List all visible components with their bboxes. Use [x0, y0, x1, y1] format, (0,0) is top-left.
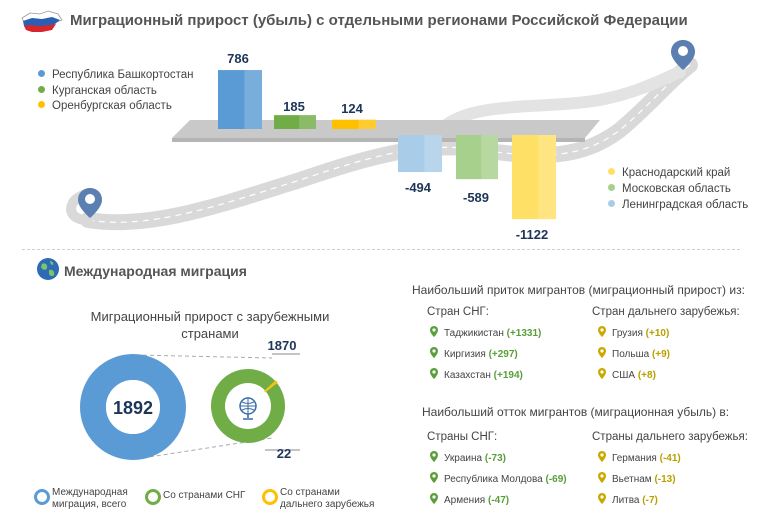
- map-marker-icon: [430, 326, 438, 337]
- country-name: Армения: [444, 495, 486, 506]
- outflow-cis-item: Республика Молдова (-69): [430, 472, 567, 485]
- inflow-far-item: Грузия (+10): [598, 326, 669, 339]
- bar-krasnodar: [512, 135, 556, 220]
- globe-icon: [37, 258, 59, 280]
- bar-leningrad: [398, 135, 442, 173]
- country-name: Украина: [444, 453, 483, 464]
- bar-kurgan: [274, 115, 316, 129]
- map-marker-icon: [598, 368, 606, 379]
- map-marker-icon: [598, 493, 606, 504]
- country-name: Грузия: [612, 328, 643, 339]
- country-value: (+194): [493, 370, 523, 381]
- country-value: (+10): [645, 328, 670, 339]
- map-marker-icon: [598, 472, 606, 483]
- connector-line-top: [135, 354, 273, 359]
- bar-moscow-oblast: [456, 135, 498, 180]
- donut-breakdown: [211, 369, 285, 443]
- inflow-far-item: США (+8): [598, 368, 656, 381]
- bar-label-moscow-oblast: -589: [462, 190, 490, 205]
- donut-total-ring: [80, 354, 186, 460]
- bar-label-kurgan: 185: [283, 99, 305, 114]
- country-name: Вьетнам: [612, 474, 652, 485]
- page-title: Миграционный прирост (убыль) с отдельным…: [70, 12, 688, 29]
- map-marker-icon: [430, 451, 438, 462]
- donut-far-label: 22: [277, 446, 291, 461]
- country-value: (-69): [545, 474, 567, 485]
- inflow-cis-header: Стран СНГ:: [427, 306, 489, 318]
- donut-legend-cis: Со странами СНГ: [145, 489, 273, 505]
- map-marker-icon: [598, 451, 606, 462]
- map-marker-icon: [430, 368, 438, 379]
- country-name: Литва: [612, 495, 640, 506]
- donut-legend-far: Со странами дальнего зарубежья: [262, 487, 380, 511]
- legend-item-kurgan: Курганская область: [38, 85, 157, 97]
- outflow-far-item: Германия (-41): [598, 451, 681, 464]
- donut-slice-cis: [211, 369, 285, 443]
- country-name: Польша: [612, 349, 650, 360]
- outflow-far-header: Страны дальнего зарубежья:: [592, 431, 748, 443]
- country-value: (+9): [651, 349, 671, 360]
- country-value: (-41): [659, 453, 681, 464]
- bar-label-bashkortostan: 786: [227, 51, 249, 66]
- bar-bashkortostan: [218, 70, 262, 129]
- map-marker-icon: [430, 493, 438, 504]
- map-pin-right-icon: [671, 40, 695, 70]
- country-name: Казахстан: [444, 370, 491, 381]
- regional-migration-chart: [66, 40, 698, 231]
- map-marker-icon: [598, 347, 606, 358]
- outflow-title: Наибольший отток мигрантов (миграционная…: [422, 405, 730, 419]
- road-path: [80, 57, 698, 231]
- bar-orenburg: [332, 119, 376, 129]
- donut-cis-label: 1870: [268, 340, 297, 353]
- donut-chart-title: Миграционный прирост с зарубежными стран…: [90, 309, 330, 341]
- outflow-cis-header: Страны СНГ:: [427, 431, 498, 443]
- section-divider: [22, 249, 740, 250]
- inflow-far-item: Польша (+9): [598, 347, 670, 360]
- country-name: Германия: [612, 453, 657, 464]
- bar-label-leningrad: -494: [404, 180, 432, 195]
- country-value: (-7): [642, 495, 658, 506]
- legend-item-moscow-oblast: Московская область: [608, 183, 731, 195]
- map-marker-icon: [430, 472, 438, 483]
- bar-label-krasnodar: -1122: [515, 227, 549, 242]
- legend-item-krasnodar: Краснодарский край: [608, 167, 730, 179]
- country-value: (+8): [637, 370, 656, 381]
- map-marker-icon: [430, 347, 438, 358]
- inflow-title: Наибольший приток мигрантов (миграционны…: [412, 283, 745, 297]
- international-section-title: Международная миграция: [64, 263, 247, 279]
- russia-map-flag-icon: [21, 10, 63, 32]
- map-pin-left-icon: [78, 188, 102, 218]
- outflow-cis-item: Украина (-73): [430, 451, 506, 464]
- donut-total-label: 1892: [113, 398, 153, 418]
- country-value: (-47): [487, 495, 510, 506]
- inflow-far-header: Стран дальнего зарубежья:: [592, 306, 740, 318]
- country-name: Таджикистан: [444, 328, 504, 339]
- legend-item-bashkortostan: Республика Башкортостан: [38, 69, 194, 81]
- inflow-cis-item: Киргизия (+297): [430, 347, 518, 360]
- outflow-cis-item: Армения (-47): [430, 493, 509, 506]
- legend-item-leningrad: Ленинградская область: [608, 199, 748, 211]
- inflow-cis-item: Казахстан (+194): [430, 368, 523, 381]
- country-value: (+1331): [506, 328, 542, 339]
- country-value: (+297): [488, 349, 518, 360]
- country-value: (-13): [654, 474, 676, 485]
- inflow-cis-item: Таджикистан (+1331): [430, 326, 541, 339]
- legend-item-orenburg: Оренбургская область: [38, 100, 172, 112]
- country-name: Киргизия: [444, 349, 486, 360]
- map-marker-icon: [598, 326, 606, 337]
- donut-slice-far: [264, 380, 278, 393]
- outflow-far-item: Вьетнам (-13): [598, 472, 676, 485]
- international-migration-donut-chart: 1892 1870 22: [80, 340, 300, 461]
- country-name: США: [612, 370, 636, 381]
- country-name: Республика Молдова: [444, 474, 543, 485]
- outflow-far-item: Литва (-7): [598, 493, 658, 506]
- country-value: (-73): [484, 453, 506, 464]
- bar-label-orenburg: 124: [341, 101, 363, 116]
- donut-legend-total: Международная миграция, всего: [34, 487, 162, 511]
- globe-stand-icon: [239, 397, 257, 420]
